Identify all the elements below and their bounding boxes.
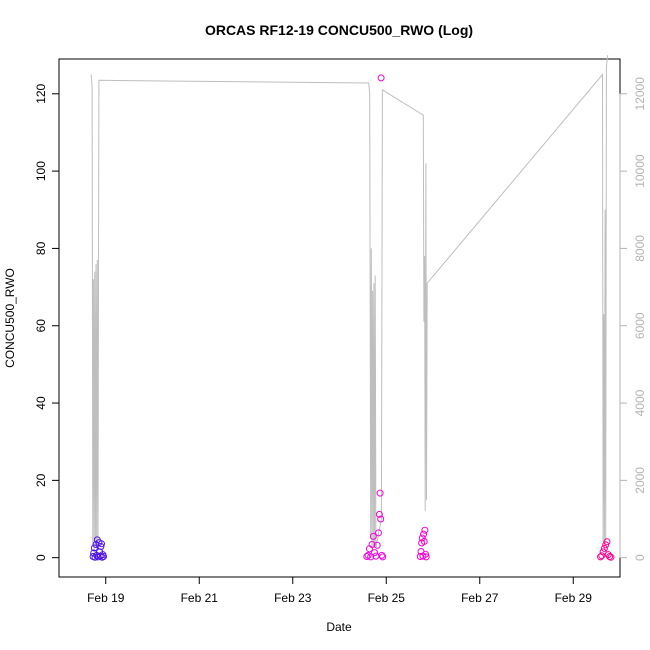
y-tick-label: 0 <box>34 554 48 561</box>
data-point <box>602 541 610 549</box>
data-point <box>379 553 387 561</box>
data-point <box>363 553 371 560</box>
y2-tick-label: 10000 <box>633 154 647 188</box>
y2-tick-label: 2000 <box>633 467 647 494</box>
y-tick-label: 20 <box>34 473 48 487</box>
data-point <box>371 549 379 557</box>
data-point <box>420 530 428 538</box>
data-point <box>367 553 375 561</box>
x-axis: Feb 19 Feb 21 Feb 23 Feb 25 Feb 27 Feb 29 <box>87 576 593 605</box>
data-point <box>376 489 384 497</box>
x-axis-label: Date <box>326 620 352 634</box>
data-point <box>420 537 428 545</box>
data-point <box>368 541 376 548</box>
x-tick-label: Feb 25 <box>368 591 406 605</box>
y-axis: 0 20 40 60 80 100 120 <box>34 83 60 561</box>
y2-tick-label: 8000 <box>633 235 647 262</box>
data-point <box>377 74 385 82</box>
plot-frame <box>58 58 621 578</box>
data-point <box>375 529 382 537</box>
data-point <box>98 553 106 561</box>
data-point <box>607 553 615 561</box>
data-point <box>100 553 107 560</box>
line-layer <box>90 55 609 550</box>
data-point <box>98 540 105 548</box>
y2-tick-label: 4000 <box>633 389 647 416</box>
data-point <box>603 538 611 546</box>
line-series <box>90 55 609 550</box>
data-point <box>422 553 430 561</box>
chart-title: ORCAS RF12-19 CONCU500_RWO (Log) <box>205 22 473 38</box>
data-point <box>377 515 385 523</box>
y2-tick-label: 6000 <box>633 312 647 339</box>
data-point <box>600 544 608 552</box>
x-tick-label: Feb 27 <box>461 591 499 605</box>
data-point <box>418 534 426 542</box>
y-tick-label: 60 <box>34 319 48 333</box>
point-layer <box>89 74 615 561</box>
data-point <box>369 532 377 540</box>
y2-tick-label: 0 <box>633 554 647 561</box>
x-tick-label: Feb 29 <box>555 591 593 605</box>
y-axis-label: CONCU500_RWO <box>3 268 17 368</box>
y2-tick-label: 12000 <box>633 77 647 111</box>
data-point <box>421 526 429 534</box>
data-point <box>422 550 429 558</box>
y-tick-label: 100 <box>34 161 48 181</box>
data-point <box>598 552 606 560</box>
x-tick-label: Feb 21 <box>181 591 219 605</box>
y-tick-label: 120 <box>34 83 48 103</box>
data-point <box>91 553 99 561</box>
x-tick-label: Feb 23 <box>274 591 312 605</box>
y-tick-label: 40 <box>34 396 48 410</box>
data-point <box>90 544 98 552</box>
y-tick-label: 80 <box>34 241 48 255</box>
data-point <box>606 553 614 560</box>
x-tick-label: Feb 19 <box>87 591 125 605</box>
data-point <box>378 551 386 559</box>
data-point <box>97 543 105 550</box>
data-point <box>375 510 383 518</box>
y2-axis: 0 2000 4000 6000 8000 10000 12000 <box>619 77 647 561</box>
data-point <box>373 541 381 549</box>
